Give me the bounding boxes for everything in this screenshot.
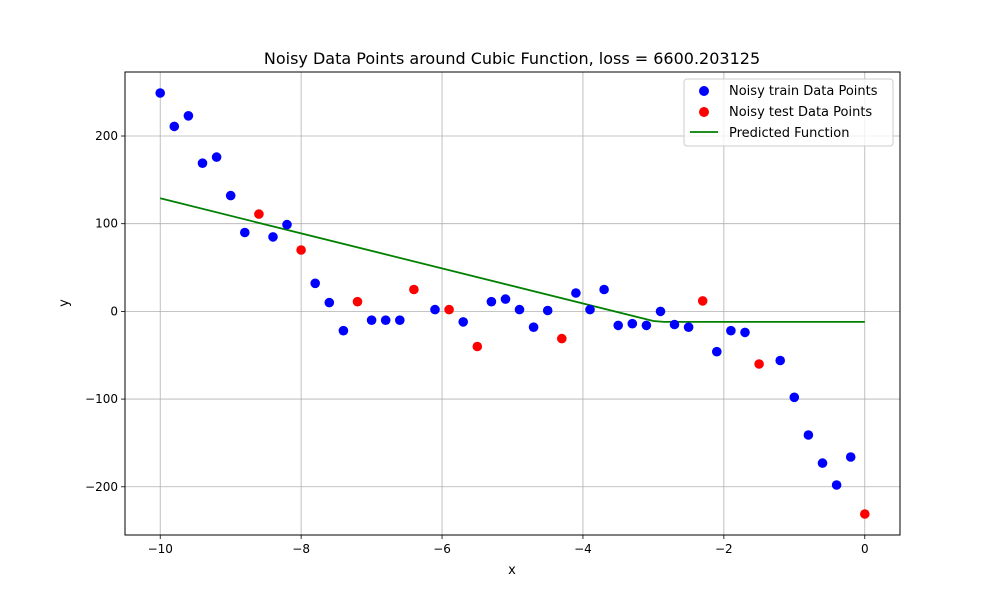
- legend-label-predicted: Predicted Function: [729, 126, 849, 141]
- train-data-point: [366, 315, 377, 326]
- train-data-point: [669, 319, 680, 330]
- y-tick-label: −200: [85, 480, 118, 494]
- train-data-point: [683, 322, 694, 333]
- train-data-point: [775, 355, 785, 366]
- train-data-point: [585, 304, 595, 315]
- train-data-point: [211, 152, 222, 162]
- train-data-point: [310, 278, 321, 289]
- x-tick-label: −10: [148, 542, 173, 556]
- train-data-point: [627, 318, 638, 329]
- train-data-point: [845, 452, 856, 462]
- train-data-point: [528, 322, 539, 333]
- train-data-point: [380, 315, 391, 326]
- x-axis-label: x: [508, 563, 516, 578]
- train-data-point: [817, 458, 828, 468]
- train-data-point: [183, 111, 194, 121]
- legend-marker-test: [699, 107, 709, 117]
- y-tick-label: 100: [95, 217, 118, 231]
- train-data-point: [155, 88, 165, 98]
- train-data-point: [197, 158, 208, 168]
- test-data-point: [472, 341, 483, 352]
- y-tick-label: 200: [95, 129, 118, 143]
- legend: Noisy train Data Points Noisy test Data …: [683, 78, 894, 147]
- train-data-point: [655, 306, 666, 317]
- test-data-point: [254, 209, 264, 219]
- legend-label-test: Noisy test Data Points: [729, 105, 872, 120]
- points-layer: [155, 88, 870, 519]
- train-data-point: [169, 121, 180, 132]
- tick-layer: −10 −8 −6 −4 −2 0 −200 −100 0 100 200: [85, 129, 869, 556]
- line-layer: [159, 197, 865, 323]
- y-axis-label: y: [57, 299, 72, 307]
- test-data-point: [296, 245, 306, 255]
- test-data-point: [697, 296, 708, 306]
- train-data-point: [430, 304, 440, 315]
- legend-box: [683, 78, 894, 147]
- legend-label-train: Noisy train Data Points: [729, 84, 878, 99]
- train-data-point: [395, 315, 405, 326]
- x-tick-label: −8: [292, 542, 310, 556]
- train-data-point: [324, 297, 335, 308]
- train-data-point: [613, 320, 623, 331]
- test-data-point: [409, 284, 419, 295]
- y-tick-label: 0: [110, 304, 118, 318]
- train-data-point: [789, 392, 800, 403]
- series-line-predicted-function: [159, 197, 865, 323]
- train-data-point: [803, 430, 814, 440]
- train-data-point: [571, 288, 581, 298]
- train-data-point: [282, 219, 292, 230]
- plot-frame: [124, 71, 901, 536]
- chart-title: Noisy Data Points around Cubic Function,…: [264, 49, 760, 68]
- train-data-point: [240, 227, 250, 238]
- train-data-point: [268, 232, 278, 242]
- test-data-point: [860, 509, 870, 519]
- train-data-point: [542, 305, 553, 316]
- train-data-point: [740, 327, 750, 338]
- train-data-point: [458, 317, 469, 327]
- train-data-point: [641, 320, 652, 331]
- x-tick-label: −4: [574, 542, 592, 556]
- test-data-point: [754, 359, 764, 369]
- y-tick-label: −100: [85, 392, 118, 406]
- train-data-point: [225, 190, 236, 201]
- test-data-point: [352, 296, 363, 307]
- train-data-point: [726, 325, 736, 336]
- train-data-point: [599, 284, 609, 295]
- x-tick-label: 0: [861, 542, 869, 556]
- test-data-point: [444, 304, 454, 315]
- legend-marker-train: [699, 86, 709, 96]
- train-data-point: [338, 325, 349, 336]
- test-data-point: [557, 333, 567, 344]
- train-data-point: [486, 296, 497, 307]
- x-tick-label: −6: [433, 542, 451, 556]
- train-data-point: [831, 480, 842, 490]
- train-data-point: [712, 346, 722, 357]
- train-data-point: [500, 294, 511, 304]
- train-data-point: [514, 304, 525, 315]
- x-tick-label: −2: [715, 542, 733, 556]
